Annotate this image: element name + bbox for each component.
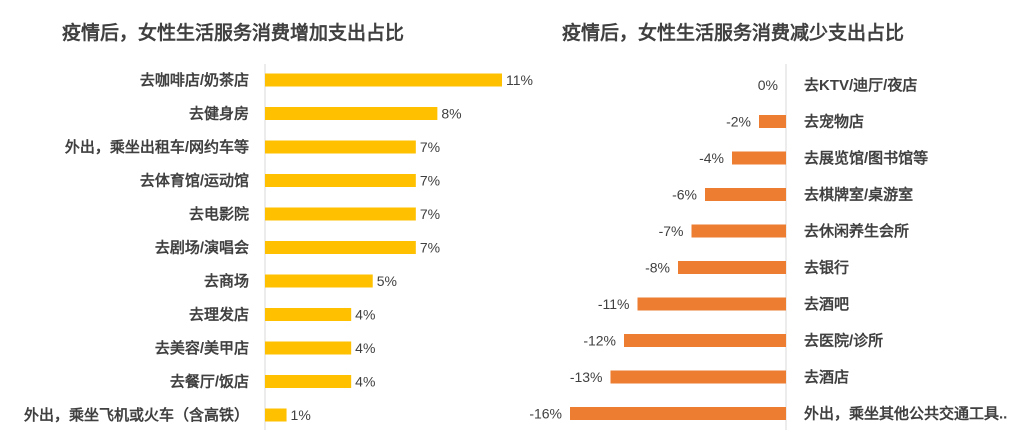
category-label: 去银行 <box>804 259 849 277</box>
category-label: 去酒店 <box>804 368 849 386</box>
category-label: 去咖啡店/奶茶店 <box>140 71 249 89</box>
bar <box>265 375 352 388</box>
category-label: 去医院/诊所 <box>804 332 883 350</box>
bar <box>732 151 786 165</box>
data-label: -12% <box>583 333 616 349</box>
bar <box>705 188 786 201</box>
bar-chart-increase: 去咖啡店/奶茶店 11% 去健身房 8% 外出，乘坐出租车/网约车等 7% 去体育馆/运动馆… <box>23 64 533 430</box>
bar <box>624 334 786 347</box>
chart-title: 疫情后，女性生活服务消费减少支出占比 <box>562 23 905 44</box>
bar <box>265 241 416 254</box>
bar <box>265 107 438 120</box>
bar <box>265 274 373 288</box>
category-label: 去KTV/迪厅/夜店 <box>804 76 917 94</box>
data-label: 4% <box>355 307 375 323</box>
category-label: 外出，乘坐其他公共交通工具.. <box>803 405 1007 423</box>
bar <box>570 407 786 420</box>
bar <box>265 174 416 187</box>
category-label: 去理发店 <box>189 306 249 324</box>
data-label: 1% <box>291 407 311 423</box>
category-label: 去宠物店 <box>804 113 864 131</box>
bar <box>265 341 352 355</box>
category-label: 去健身房 <box>189 105 249 123</box>
bar <box>265 140 416 154</box>
data-label: 4% <box>355 340 375 356</box>
category-label: 去棋牌室/桌游室 <box>804 186 913 204</box>
category-label: 去美容/美甲店 <box>155 339 249 357</box>
data-label: -4% <box>699 150 724 166</box>
bar <box>759 115 786 128</box>
category-label: 去商场 <box>204 272 249 290</box>
data-label: 4% <box>355 374 375 390</box>
data-label: -8% <box>645 260 670 276</box>
bar <box>265 308 352 321</box>
data-label: 11% <box>506 72 533 88</box>
category-label: 去酒吧 <box>804 295 849 313</box>
bar <box>265 207 416 221</box>
bar <box>691 224 786 238</box>
data-label: 7% <box>420 240 440 256</box>
data-label: -6% <box>672 187 697 203</box>
data-label: -2% <box>726 114 751 130</box>
bar <box>610 370 786 384</box>
data-label: 7% <box>420 139 440 155</box>
data-label: -13% <box>570 369 603 385</box>
chart-decrease: 疫情后，女性生活服务消费减少支出占比 去KTV/迪厅/夜店 0% 去宠物店 -2% 去展… <box>520 0 1020 446</box>
category-label: 去体育馆/运动馆 <box>140 172 249 190</box>
category-label: 去电影院 <box>189 205 249 223</box>
bar <box>265 408 287 422</box>
data-label: 0% <box>758 77 778 93</box>
data-label: 7% <box>420 173 440 189</box>
category-label: 外出，乘坐飞机或火车（含高铁） <box>23 406 249 424</box>
chart-title: 疫情后，女性生活服务消费增加支出占比 <box>62 23 405 44</box>
data-label: 5% <box>377 273 397 289</box>
category-label: 去展览馆/图书馆等 <box>804 149 928 167</box>
category-label: 去餐厅/饭店 <box>170 373 249 391</box>
category-label: 去休闲养生会所 <box>804 222 909 240</box>
chart-increase: 疫情后，女性生活服务消费增加支出占比 去咖啡店/奶茶店 11% 去健身房 8% 外出，乘… <box>23 23 533 430</box>
bar <box>678 261 786 274</box>
data-label: 8% <box>441 106 461 122</box>
data-label: -7% <box>659 223 684 239</box>
bar-chart-decrease: 去KTV/迪厅/夜店 0% 去宠物店 -2% 去展览馆/图书馆等 -4% 去棋牌室/桌游室 -… <box>529 64 1007 430</box>
data-label: -11% <box>598 296 630 312</box>
data-label: 7% <box>420 206 440 222</box>
data-label: -16% <box>529 406 562 422</box>
category-label: 去剧场/演唱会 <box>155 239 249 257</box>
bar <box>637 297 786 311</box>
category-label: 外出，乘坐出租车/网约车等 <box>64 138 249 156</box>
bar <box>265 73 502 87</box>
